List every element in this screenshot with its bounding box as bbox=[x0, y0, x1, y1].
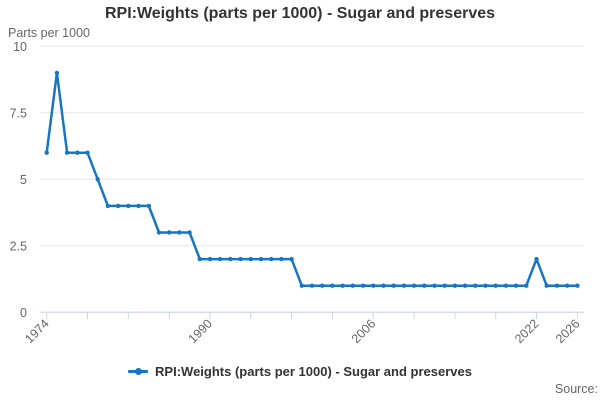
chart-title: RPI:Weights (parts per 1000) - Sugar and… bbox=[104, 5, 496, 22]
data-point bbox=[320, 283, 325, 288]
data-point bbox=[350, 283, 355, 288]
data-point bbox=[391, 283, 396, 288]
y-tick-label: 0 bbox=[20, 306, 27, 320]
data-point bbox=[207, 256, 213, 262]
data-point bbox=[115, 203, 121, 209]
x-axis-ticks bbox=[46, 312, 578, 320]
data-point bbox=[248, 256, 253, 262]
x-tick-label: 2006 bbox=[349, 316, 379, 346]
legend-item[interactable]: RPI:Weights (parts per 1000) - Sugar and… bbox=[0, 364, 600, 379]
data-point bbox=[238, 256, 243, 262]
legend-label: RPI:Weights (parts per 1000) - Sugar and… bbox=[155, 364, 472, 379]
data-point bbox=[105, 203, 111, 209]
data-point bbox=[371, 283, 376, 288]
data-point bbox=[44, 150, 49, 155]
data-point bbox=[575, 283, 580, 288]
data-point bbox=[411, 283, 417, 288]
y-tick-label: 2.5 bbox=[10, 239, 27, 253]
data-point bbox=[452, 283, 458, 288]
legend-line-marker-icon bbox=[128, 367, 149, 376]
data-point bbox=[330, 283, 335, 288]
data-point bbox=[177, 230, 182, 235]
data-point bbox=[503, 283, 509, 288]
y-tick-label: 10 bbox=[13, 40, 27, 54]
data-point bbox=[197, 256, 202, 262]
data-point bbox=[299, 283, 304, 288]
data-point bbox=[146, 203, 151, 209]
data-point bbox=[156, 230, 162, 235]
data-point bbox=[524, 283, 529, 288]
data-point bbox=[483, 283, 488, 288]
y-axis-title: Parts per 1000 bbox=[8, 26, 90, 40]
data-point bbox=[218, 256, 223, 262]
data-point bbox=[442, 283, 447, 288]
y-tick-label: 5 bbox=[20, 173, 27, 187]
data-point bbox=[554, 283, 560, 288]
data-point bbox=[64, 150, 70, 155]
data-point bbox=[360, 283, 366, 288]
data-point bbox=[95, 177, 100, 182]
x-tick-label: 1974 bbox=[22, 316, 52, 346]
data-point bbox=[54, 70, 60, 76]
data-point bbox=[228, 256, 233, 262]
x-tick-label: 2026 bbox=[553, 316, 583, 346]
data-point bbox=[565, 283, 570, 288]
data-point bbox=[136, 203, 141, 209]
data-point bbox=[75, 150, 80, 155]
data-point bbox=[187, 230, 192, 235]
data-point bbox=[544, 283, 549, 288]
data-point bbox=[340, 283, 345, 288]
x-axis-labels: 1974 1990 2006 2022 2026 bbox=[22, 316, 582, 346]
data-point bbox=[401, 283, 407, 288]
line-chart: 0 2.5 5 7.5 10 1974 1990 2006 2022 2026 bbox=[10, 40, 584, 346]
data-point bbox=[473, 283, 478, 288]
data-point bbox=[279, 256, 284, 262]
source-label: Source: bbox=[554, 382, 598, 396]
y-gridlines bbox=[40, 45, 584, 313]
data-point bbox=[493, 283, 498, 288]
data-point bbox=[85, 150, 90, 155]
data-point bbox=[513, 283, 519, 288]
series-markers bbox=[44, 70, 580, 288]
data-point bbox=[422, 283, 427, 288]
y-tick-label: 7.5 bbox=[10, 106, 27, 120]
data-point bbox=[534, 256, 539, 262]
x-tick-label: 1990 bbox=[186, 316, 216, 346]
data-point bbox=[289, 256, 294, 262]
data-point bbox=[432, 283, 437, 288]
data-point bbox=[381, 283, 386, 288]
y-axis-labels: 0 2.5 5 7.5 10 bbox=[10, 40, 27, 320]
x-tick-label: 2022 bbox=[512, 316, 542, 346]
data-point bbox=[462, 283, 468, 288]
data-point bbox=[167, 230, 172, 235]
data-point bbox=[269, 256, 274, 262]
data-point bbox=[309, 283, 315, 288]
data-point bbox=[258, 256, 264, 262]
data-point bbox=[126, 203, 131, 209]
